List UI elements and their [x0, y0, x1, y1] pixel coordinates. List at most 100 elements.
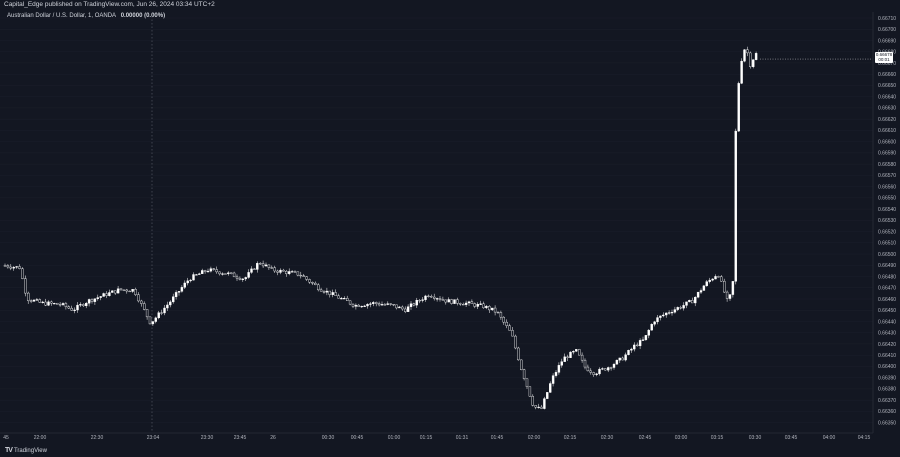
candle-body [665, 312, 668, 316]
candle-body [705, 281, 708, 287]
candle-body [334, 292, 337, 296]
price-tick-label: 0.66380 [878, 387, 896, 393]
candle-body [140, 300, 143, 304]
candle-body [331, 292, 334, 295]
price-tick-label: 0.66510 [878, 241, 896, 247]
price-tick-label: 0.66410 [878, 353, 896, 359]
candle-body [241, 278, 245, 280]
candle-body [551, 375, 555, 384]
candle-body [415, 300, 418, 306]
price-tick-label: 0.66540 [878, 207, 896, 213]
candle-body [247, 272, 250, 278]
price-tick-label: 0.66520 [878, 229, 896, 235]
candle-body [189, 279, 192, 282]
candle-body [685, 301, 688, 306]
candle-body [38, 299, 41, 303]
price-axis[interactable]: 0.667100.667000.666900.666800.666700.666… [878, 16, 896, 427]
candle-body [108, 292, 111, 296]
candle-body [566, 356, 569, 358]
candle-body [441, 299, 445, 301]
candle-body [398, 306, 401, 309]
price-tick-label: 0.66470 [878, 286, 896, 292]
candle-body [343, 298, 346, 300]
candle-body [302, 275, 305, 277]
candle-body [470, 301, 474, 304]
candle-body [296, 271, 300, 276]
candle-body [354, 304, 358, 307]
last-price-value: 0.66678 [875, 52, 893, 57]
candle-body [285, 270, 288, 274]
candle-body [491, 307, 494, 311]
candle-body [186, 280, 189, 284]
candle-body [261, 263, 265, 267]
price-tick-label: 0.66350 [878, 420, 896, 426]
candle-body [215, 269, 218, 273]
time-tick-label: 03:15 [711, 435, 724, 441]
candle-body [56, 303, 59, 305]
price-tick-label: 0.66570 [878, 173, 896, 179]
candle-body [401, 306, 404, 310]
candle-body [299, 274, 302, 277]
candle-body [328, 290, 331, 295]
price-tick-label: 0.66400 [878, 364, 896, 370]
candle-body [731, 281, 735, 295]
candle-body [433, 296, 436, 299]
candle-body [142, 303, 146, 310]
candle-body [18, 266, 21, 269]
price-tick-label: 0.66370 [878, 398, 896, 404]
candle-body [540, 406, 543, 409]
candle-body [412, 303, 416, 306]
candle-body [601, 368, 604, 370]
candle-body [728, 294, 732, 299]
candle-body [746, 49, 749, 54]
candle-body [209, 268, 213, 272]
candle-body [392, 304, 395, 306]
candle-body [47, 301, 50, 306]
price-tick-label: 0.66500 [878, 252, 896, 258]
candle-body [131, 289, 134, 292]
candle-body [493, 307, 497, 313]
time-tick-label: 45 [3, 435, 9, 441]
candle-body [670, 311, 674, 314]
tradingview-brand[interactable]: TV TradingView [5, 447, 47, 454]
candle-body [586, 366, 590, 372]
candle-body [604, 368, 607, 371]
candle-body [337, 295, 340, 299]
candle-body [575, 349, 578, 352]
candle-body [740, 60, 743, 84]
candle-body [90, 299, 94, 302]
time-tick-label: 02:15 [564, 435, 577, 441]
candle-body [644, 335, 648, 340]
candle-body [607, 367, 610, 371]
price-tick-label: 0.66460 [878, 297, 896, 303]
candle-body [430, 296, 433, 298]
candle-body [116, 288, 120, 294]
candle-body [409, 303, 413, 307]
candle-body [380, 304, 384, 306]
grid [0, 17, 873, 423]
candle-body [734, 130, 737, 282]
candle-body [293, 271, 297, 273]
candle-body [24, 278, 27, 294]
publish-bar: Capital_Edge published on TradingView.co… [0, 0, 900, 11]
price-tick-label: 0.66700 [878, 27, 896, 33]
candle-body [253, 268, 256, 270]
time-tick-label: 26 [270, 435, 276, 441]
candle-body [528, 386, 532, 397]
time-tick-label: 03:00 [675, 435, 688, 441]
time-tick-label: 02:45 [639, 435, 652, 441]
symbol-legend[interactable]: Australian Dollar / U.S. Dollar, 1, OAND… [7, 13, 168, 19]
candle-body [650, 324, 653, 331]
candle-body [444, 299, 447, 303]
candle-body [389, 303, 392, 305]
time-tick-label: 03:45 [785, 435, 798, 441]
candle-body [195, 274, 198, 276]
candle-body [563, 356, 566, 362]
candle-body [58, 304, 62, 306]
candle-body [41, 301, 44, 304]
candle-body [128, 290, 131, 293]
time-axis[interactable]: 45 22:00 22:30 23:04 23:30 23:45 26 00:30 00:45 0… [3, 435, 870, 441]
candle-body [21, 268, 24, 279]
candle-body [76, 304, 79, 311]
